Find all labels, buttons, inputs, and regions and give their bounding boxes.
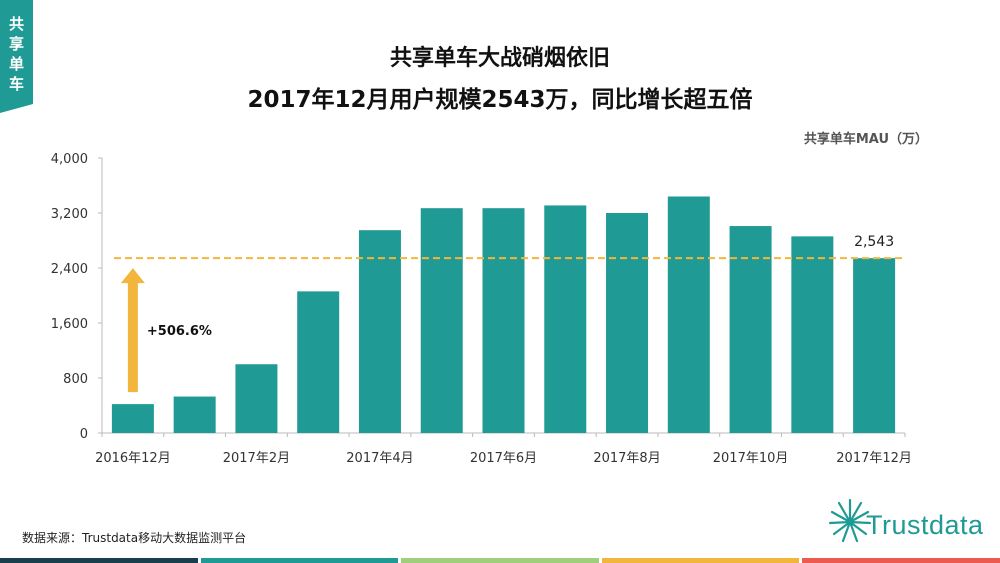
bar — [111, 404, 154, 433]
bottom-bar-segment — [601, 558, 800, 563]
y-tick-label: 800 — [63, 372, 88, 387]
x-tick-label: 2017年4月 — [346, 451, 413, 466]
bottom-bar-segment — [401, 558, 599, 563]
bar — [729, 226, 772, 433]
bottom-bar-segment — [0, 558, 198, 563]
x-tick-label: 2017年12月 — [836, 451, 912, 466]
y-tick-label: 4,000 — [51, 152, 88, 167]
section-tag-char: 单 — [8, 55, 24, 73]
section-tag: 共 享 单 车 — [0, 0, 33, 113]
bottom-bar-segment — [200, 558, 399, 563]
x-tick-label: 2017年2月 — [223, 451, 290, 466]
data-label: 2,543 — [854, 234, 894, 250]
bar — [297, 291, 340, 433]
growth-annotation: +506.6% — [147, 324, 212, 339]
bar — [482, 208, 525, 433]
logo-text: Trustdata — [866, 510, 984, 540]
bar — [420, 208, 463, 433]
trustdata-logo-icon — [828, 498, 872, 543]
x-tick-label: 2017年6月 — [470, 451, 537, 466]
x-tick-label: 2017年10月 — [713, 451, 789, 466]
y-tick-label: 0 — [80, 427, 88, 442]
y-tick-label: 2,400 — [51, 262, 88, 277]
growth-arrow-shaft — [127, 282, 138, 393]
bar — [235, 364, 278, 433]
source-note: 数据来源：Trustdata移动大数据监测平台 — [22, 531, 247, 545]
bottom-color-bar — [0, 558, 1000, 563]
section-tag-char: 车 — [8, 75, 24, 93]
bar — [606, 213, 649, 433]
growth-arrow-head — [120, 268, 145, 284]
bar — [358, 230, 401, 433]
x-tick-label: 2017年8月 — [593, 451, 660, 466]
chart-subtitle: 2017年12月用户规模2543万，同比增长超五倍 — [247, 87, 753, 113]
chart-title: 共享单车大战硝烟依旧 — [389, 46, 610, 71]
bar — [791, 236, 834, 433]
x-tick-label: 2016年12月 — [95, 451, 171, 466]
section-tag-char: 共 — [8, 15, 24, 33]
bottom-bar-segment — [802, 558, 1000, 563]
y-tick-label: 3,200 — [51, 207, 88, 222]
bar-chart: 0 800 1,600 2,400 3,200 4,000 2016年12月 2017年2月 2… — [51, 152, 912, 466]
bar — [544, 205, 587, 433]
bar — [667, 196, 710, 433]
section-tag-char: 享 — [8, 35, 24, 53]
y-tick-label: 1,600 — [51, 317, 88, 332]
unit-label: 共享单车MAU（万） — [803, 132, 928, 147]
bar — [173, 396, 216, 433]
bar — [853, 258, 896, 433]
